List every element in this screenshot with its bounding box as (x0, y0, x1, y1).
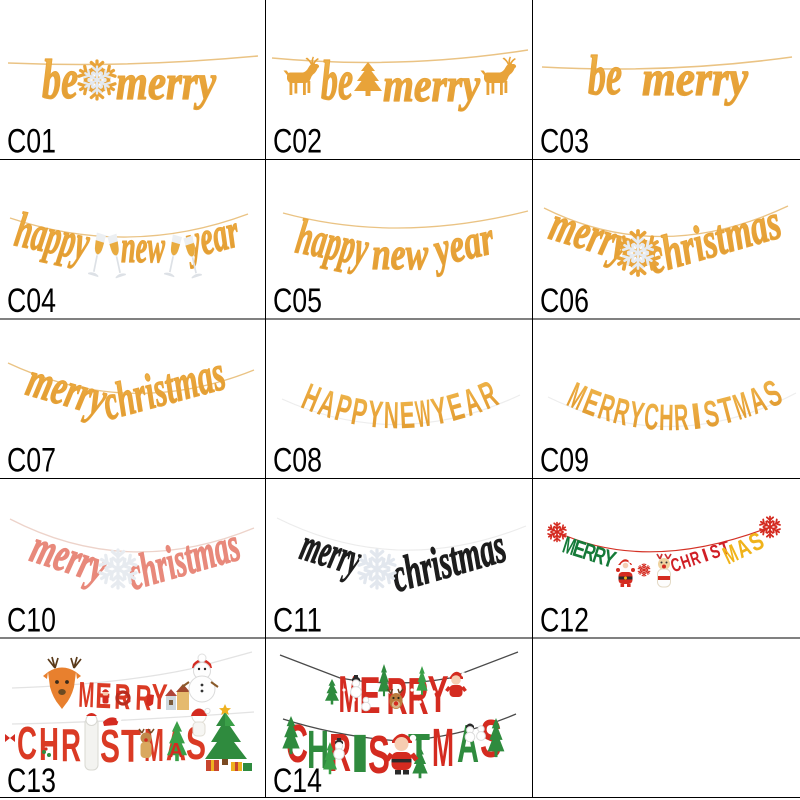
svg-text:be: be (588, 45, 622, 107)
svg-text:C03: C03 (540, 123, 589, 161)
svg-text:C09: C09 (540, 442, 589, 480)
svg-text:C06: C06 (540, 282, 589, 320)
svg-text:new: new (372, 228, 428, 279)
svg-text:H: H (39, 718, 59, 770)
svg-text:E: E (399, 395, 416, 438)
svg-text:C02: C02 (273, 123, 322, 161)
svg-text:C01: C01 (7, 123, 56, 161)
svg-text:H: H (307, 720, 329, 780)
svg-text:P: P (348, 391, 370, 435)
svg-text:christmas: christmas (96, 344, 230, 430)
svg-text:year: year (425, 211, 500, 277)
svg-text:E: E (95, 675, 112, 717)
svg-text:be: be (321, 50, 353, 112)
svg-text:C: C (17, 717, 37, 769)
svg-text:H: H (659, 397, 674, 438)
svg-text:christmas: christmas (641, 193, 787, 284)
svg-text:Y: Y (428, 666, 449, 724)
svg-text:C08: C08 (273, 442, 322, 480)
svg-text:Y: Y (626, 393, 647, 436)
svg-text:I: I (689, 395, 704, 437)
svg-text:R: R (135, 677, 152, 719)
svg-text:merry: merry (642, 50, 749, 106)
svg-text:M: M (144, 719, 164, 771)
svg-text:C: C (642, 396, 660, 438)
svg-text:E: E (360, 667, 381, 725)
svg-text:T: T (121, 720, 141, 772)
svg-text:new: new (121, 221, 165, 272)
svg-text:merry: merry (25, 520, 114, 594)
svg-text:christmas: christmas (385, 520, 511, 603)
svg-text:C13: C13 (7, 762, 56, 800)
svg-text:merry: merry (383, 59, 481, 112)
svg-text:Y: Y (151, 676, 168, 718)
svg-text:I: I (349, 724, 371, 784)
svg-text:C04: C04 (7, 282, 56, 320)
svg-text:merry: merry (295, 519, 368, 585)
svg-text:A: A (169, 740, 183, 762)
svg-text:happy: happy (292, 208, 374, 277)
svg-text:I: I (700, 545, 712, 567)
svg-text:M: M (432, 718, 454, 778)
svg-text:S: S (100, 720, 120, 772)
svg-text:C10: C10 (7, 602, 56, 640)
svg-text:W: W (413, 393, 433, 437)
svg-text:Y: Y (366, 394, 385, 437)
svg-text:R: R (114, 676, 131, 718)
svg-text:S: S (368, 725, 390, 785)
svg-text:M: M (78, 674, 95, 716)
svg-text:christmas: christmas (121, 518, 245, 600)
svg-text:R: R (408, 668, 429, 726)
svg-text:C05: C05 (273, 282, 322, 320)
svg-text:merry: merry (116, 54, 217, 110)
svg-text:A: A (457, 714, 479, 774)
svg-text:happy: happy (11, 201, 95, 271)
svg-text:C07: C07 (7, 442, 56, 480)
svg-text:be: be (42, 49, 78, 111)
svg-text:C11: C11 (273, 602, 322, 640)
svg-text:C12: C12 (540, 602, 589, 640)
svg-text:year: year (178, 204, 245, 269)
svg-text:C14: C14 (273, 762, 322, 800)
svg-text:N: N (383, 395, 399, 437)
svg-text:R: R (673, 397, 689, 439)
svg-text:R: R (61, 719, 81, 771)
